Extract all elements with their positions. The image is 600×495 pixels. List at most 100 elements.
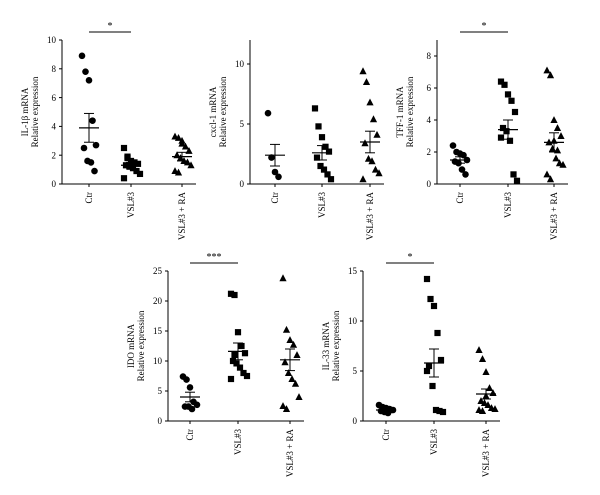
y-axis-label: cxcl-1 mRNA — [208, 86, 218, 137]
y-tick-label: 5 — [353, 366, 358, 376]
data-point-triangle — [295, 393, 303, 400]
data-point-triangle — [546, 71, 555, 79]
category-label: Ctr — [185, 429, 195, 441]
data-point-square — [499, 124, 507, 132]
data-point-square — [511, 108, 519, 116]
y-tick-label: 6 — [427, 83, 432, 93]
y-tick-label: 15 — [153, 326, 163, 336]
data-point-triangle — [284, 369, 293, 376]
data-point-triangle — [553, 124, 562, 131]
data-point-square — [240, 369, 247, 377]
series-vsl-3-ra — [359, 67, 383, 183]
data-point-triangle — [482, 368, 490, 375]
significance-label: * — [108, 21, 113, 32]
y-axis-label: IL-1β mRNA — [20, 87, 30, 136]
data-point-circle — [91, 167, 98, 175]
data-point-triangle — [281, 358, 289, 366]
data-point-triangle — [373, 130, 381, 138]
data-point-square — [439, 408, 447, 416]
significance-label: *** — [207, 252, 222, 263]
significance-label: * — [408, 252, 413, 263]
data-point-triangle — [288, 375, 296, 382]
y-axis-label: TFF-1 mRNA — [395, 86, 405, 138]
y-tick-label: 10 — [47, 35, 57, 45]
data-point-square — [429, 382, 436, 390]
data-point-square — [234, 329, 242, 336]
data-point-triangle — [279, 402, 287, 409]
data-point-square — [120, 144, 128, 152]
category-label: VSL#3 — [233, 429, 243, 456]
data-point-triangle — [480, 399, 489, 406]
y-tick-label: 5 — [158, 386, 163, 396]
data-point-square — [317, 162, 324, 170]
data-point-triangle — [293, 351, 301, 358]
data-point-square — [320, 166, 328, 173]
data-point-triangle — [183, 158, 192, 166]
data-point-square — [233, 360, 240, 367]
chart-panel-2: 0 5 10 cxcl-1 mRNA Relative expression Ctr VSL… — [208, 40, 384, 240]
series-ctr — [78, 52, 100, 175]
data-point-circle — [264, 109, 272, 117]
y-tick-label: 0 — [353, 416, 358, 426]
category-label: VSL#3 — [317, 192, 327, 219]
data-point-circle — [80, 144, 88, 152]
y-tick-label: 0 — [52, 179, 57, 189]
data-point-triangle — [559, 160, 567, 168]
data-point-triangle — [174, 134, 183, 141]
data-point-circle — [92, 141, 100, 149]
data-point-triangle — [359, 67, 367, 75]
data-point-triangle — [279, 274, 287, 282]
series-vsl-3 — [497, 78, 521, 184]
data-point-square — [325, 148, 333, 155]
data-point-triangle — [359, 175, 367, 183]
significance-label: * — [482, 21, 487, 32]
data-point-square — [311, 105, 319, 112]
data-point-square — [120, 175, 128, 182]
data-point-square — [327, 176, 335, 183]
data-point-square — [437, 356, 445, 364]
chart-panel-3: 0 2 4 6 8 TFF-1 mRNA Relative expression Ctr VSL… — [395, 21, 568, 240]
data-point-triangle — [174, 168, 183, 176]
data-point-triangle — [178, 139, 186, 147]
data-point-triangle — [484, 401, 492, 408]
data-point-square — [423, 275, 431, 283]
series-ctr — [449, 142, 471, 178]
data-point-square — [229, 357, 237, 365]
y-tick-label: 8 — [427, 51, 432, 61]
category-label: Ctr — [381, 429, 391, 441]
data-point-circle — [183, 376, 190, 383]
category-label: VSL#3 — [126, 192, 136, 219]
data-point-triangle — [478, 355, 487, 362]
data-point-triangle — [548, 144, 557, 152]
data-point-circle — [89, 117, 96, 124]
series-vsl-3 — [423, 275, 447, 416]
data-point-square — [506, 137, 514, 144]
y-axis-sublabel: Relative expression — [331, 310, 341, 381]
data-point-square — [313, 154, 321, 161]
category-label: VSL#3 + RA — [285, 429, 295, 478]
data-point-square — [133, 167, 140, 175]
y-tick-label: 5 — [240, 119, 245, 129]
data-point-square — [497, 78, 505, 85]
data-point-circle — [85, 77, 93, 84]
y-axis-label: IDO mRNA — [126, 323, 136, 368]
data-point-triangle — [362, 78, 371, 85]
category-label: VSL#3 + RA — [177, 192, 187, 241]
data-point-square — [427, 295, 434, 303]
data-point-square — [322, 143, 329, 150]
data-point-triangle — [485, 384, 494, 391]
data-point-triangle — [491, 405, 499, 412]
data-point-triangle — [185, 146, 193, 154]
data-point-square — [324, 171, 331, 178]
series-vsl-3-ra — [475, 346, 499, 414]
data-point-square — [231, 291, 238, 299]
y-tick-label: 6 — [52, 93, 57, 103]
data-point-square — [497, 134, 505, 141]
y-tick-label: 20 — [153, 296, 163, 306]
data-point-circle — [275, 173, 282, 181]
y-tick-label: 2 — [52, 150, 57, 160]
data-point-circle — [82, 68, 89, 75]
data-point-square — [134, 160, 142, 167]
data-point-triangle — [366, 98, 374, 106]
